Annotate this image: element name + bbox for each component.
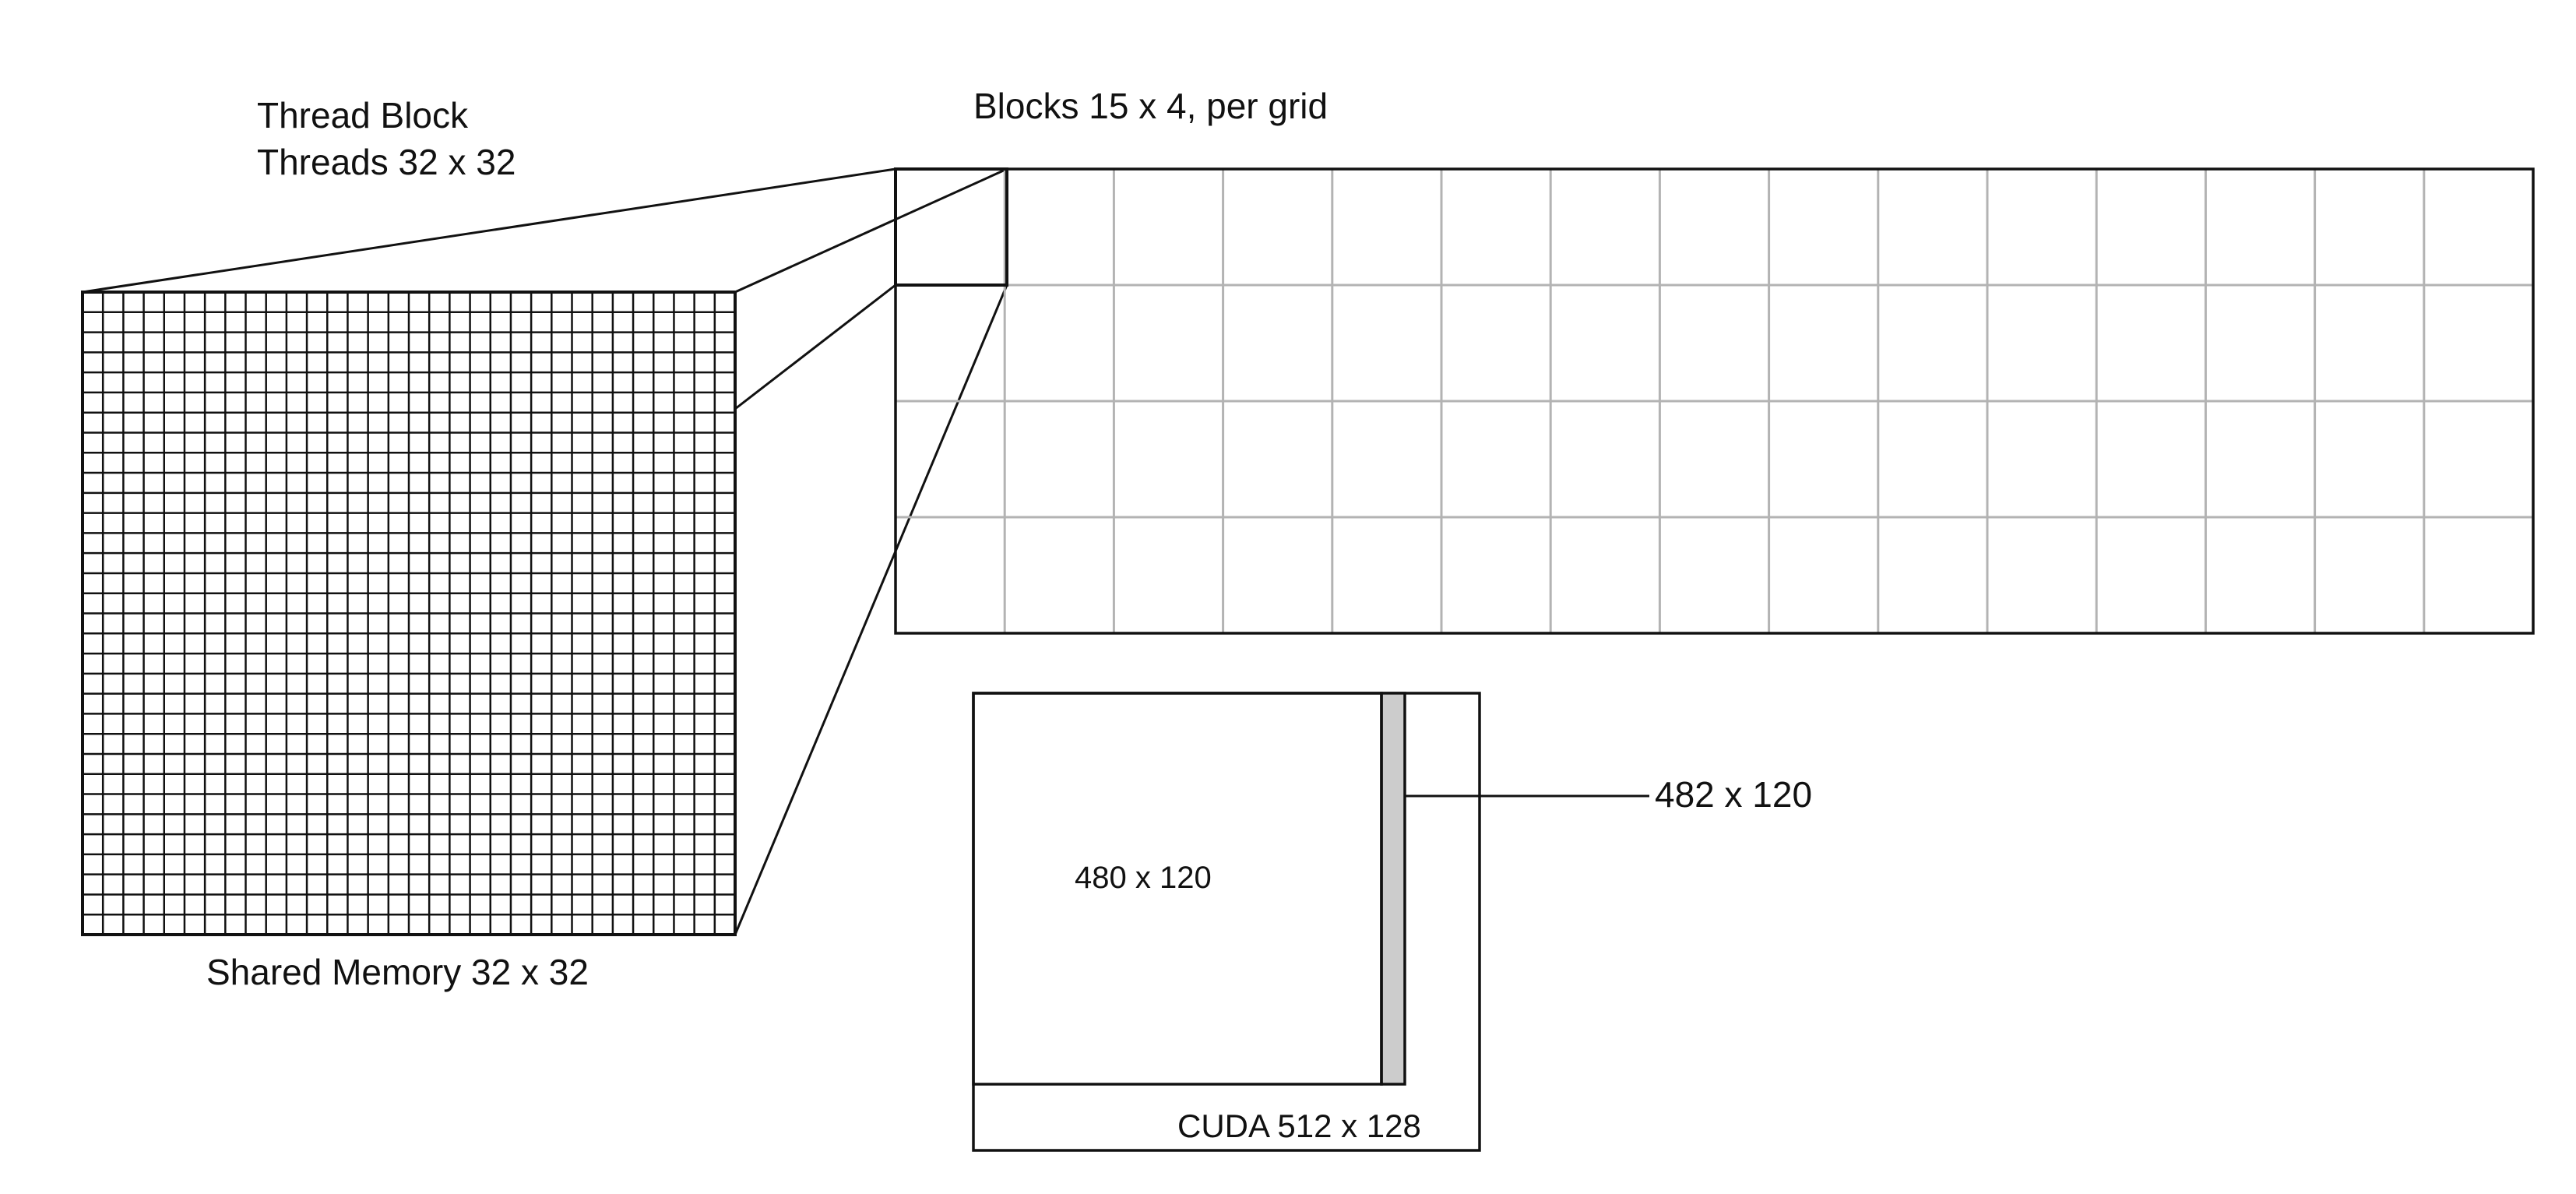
strip-size-label: 482 x 120: [1655, 774, 1812, 815]
block-grid-outline: [894, 167, 2535, 635]
cuda-size-label: CUDA 512 x 128: [1177, 1108, 1421, 1144]
padding-strip: [1380, 692, 1406, 1086]
shared-memory-label: Shared Memory 32 x 32: [206, 952, 589, 992]
connector-top-left: [82, 167, 896, 294]
block-grid: [894, 167, 2535, 635]
data-inner-box: [972, 692, 1383, 1086]
highlighted-block: [894, 167, 1008, 287]
thread-block-title: Thread Block: [257, 95, 469, 136]
block-cell-lines: [896, 169, 2533, 633]
threads-size-label: Threads 32 x 32: [257, 142, 516, 182]
connector-top-right: [734, 167, 1008, 294]
connector-mid-right: [734, 284, 896, 410]
block-grid-label: Blocks 15 x 4, per grid: [973, 86, 1328, 126]
zoom-connector-lines: [82, 167, 1008, 935]
inner-box-label: 480 x 120: [1075, 861, 1212, 895]
connector-bottom-right: [734, 284, 1008, 935]
thread-cell-lines: [83, 292, 735, 935]
thread-block-grid: [81, 291, 737, 936]
cuda-memory-boxes: [972, 692, 1649, 1152]
